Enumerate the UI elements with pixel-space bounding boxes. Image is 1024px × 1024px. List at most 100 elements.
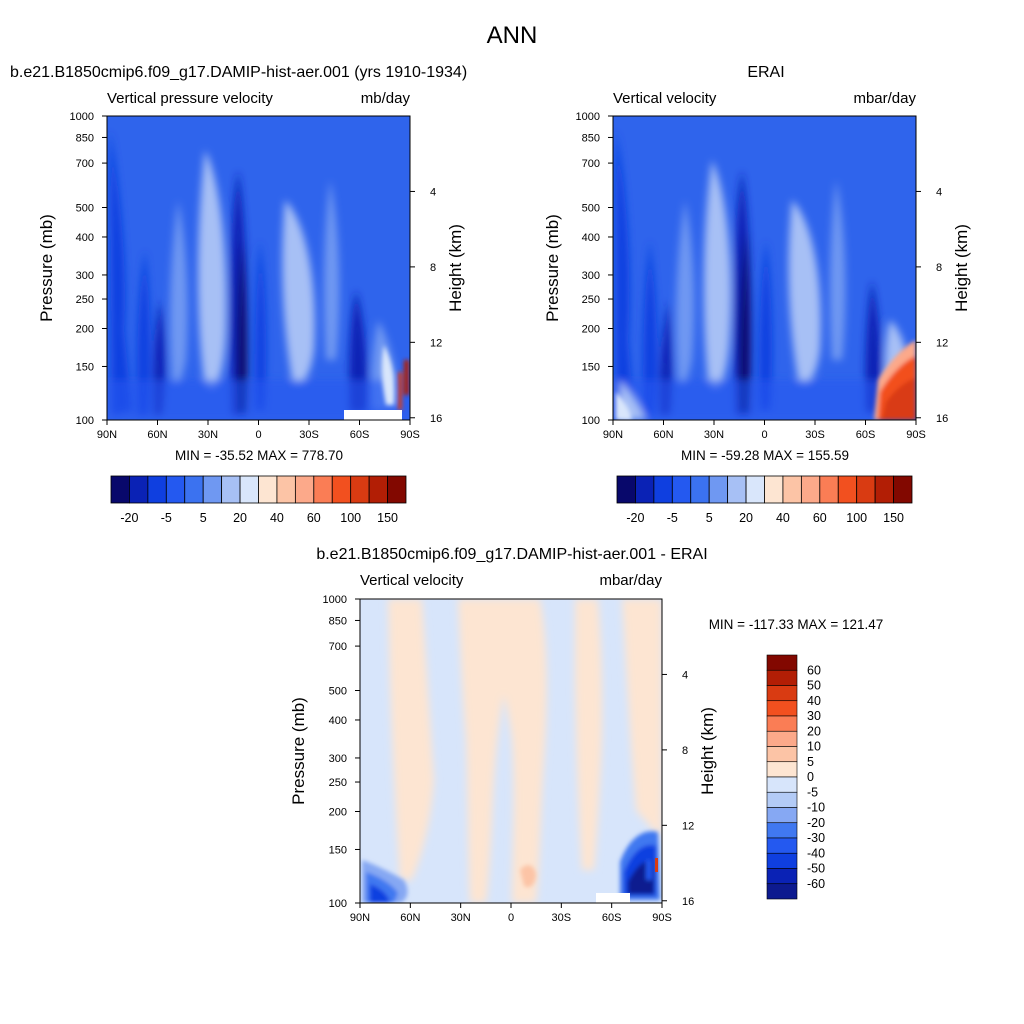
x-tick-label: 30S (552, 912, 572, 924)
colorbar-box (708, 475, 729, 504)
x-tick-label: 60N (653, 429, 673, 441)
colorbar-box (350, 475, 370, 504)
x-tick-label: 90N (97, 429, 117, 441)
colorbar-box (856, 475, 876, 504)
colorbar-label: -40 (807, 846, 825, 860)
y-tick-label: 700 (76, 158, 94, 170)
colorbar-label: -50 (807, 862, 825, 876)
colorbar-box (837, 475, 858, 504)
colorbar-label: 150 (883, 511, 904, 525)
panel-3-minmax: MIN = -117.33 MAX = 121.47 (709, 617, 884, 632)
colorbar-label: 150 (377, 511, 398, 525)
panel-3: b.e21.B1850cmip6.f09_g17.DAMIP-hist-aer.… (289, 546, 883, 924)
colorbar-label: 0 (807, 770, 814, 784)
x-tick-label: 90S (652, 912, 672, 924)
height-tick-label: 4 (936, 186, 942, 198)
colorbar-box (221, 475, 241, 504)
colorbar-box (893, 475, 913, 504)
panel-1-field (107, 116, 410, 420)
colorbar-box (766, 883, 798, 900)
colorbar-box (766, 776, 798, 793)
y-tick-label: 850 (329, 615, 347, 627)
colorbar-box (727, 475, 747, 504)
colorbar-box (129, 475, 149, 504)
y-tick-label: 250 (582, 294, 600, 306)
colorbar-label: 100 (340, 511, 361, 525)
height-tick-label: 8 (682, 745, 688, 757)
colorbar-box (800, 475, 821, 504)
panel-3-y2-label: Height (km) (698, 707, 717, 795)
x-tick-label: 90S (906, 429, 926, 441)
panel-1-y-label: Pressure (mb) (37, 214, 56, 322)
panel-2-minmax: MIN = -59.28 MAX = 155.59 (681, 448, 849, 463)
panel-2-field (613, 116, 916, 420)
colorbar-box (766, 715, 798, 732)
panel-3-y-label: Pressure (mb) (289, 697, 308, 805)
colorbar-box (653, 475, 673, 504)
colorbar-label: -30 (807, 831, 825, 845)
height-tick-label: 16 (682, 896, 694, 908)
colorbar-label: -5 (161, 511, 172, 525)
colorbar-box (766, 822, 798, 839)
colorbar-box (819, 475, 839, 504)
height-tick-label: 12 (682, 820, 694, 832)
colorbar-label: 5 (807, 755, 814, 769)
y-tick-label: 100 (329, 898, 347, 910)
y-tick-label: 250 (329, 777, 347, 789)
x-tick-label: 60N (147, 429, 167, 441)
colorbar-box (165, 475, 186, 504)
y-tick-label: 400 (329, 715, 347, 727)
colorbar-box (874, 475, 894, 504)
y-tick-label: 850 (76, 132, 94, 144)
y-tick-label: 1000 (323, 594, 347, 606)
panel-2-colorbar: -20 -5 5 20 40 60 100 150 (616, 475, 913, 525)
colorbar-label: -20 (120, 511, 138, 525)
panel-3-title: b.e21.B1850cmip6.f09_g17.DAMIP-hist-aer.… (316, 546, 707, 563)
panel-2-y2-label: Height (km) (952, 224, 971, 312)
y-tick-label: 700 (582, 158, 600, 170)
x-tick-label: 60S (350, 429, 370, 441)
panel-2: ERAI Vertical velocity mbar/day (543, 64, 971, 525)
colorbar-label: 40 (807, 694, 821, 708)
colorbar-box (766, 730, 798, 747)
colorbar-box (766, 791, 798, 808)
height-tick-label: 12 (430, 337, 442, 349)
colorbar-box (184, 475, 204, 504)
colorbar-box (387, 475, 407, 504)
colorbar-box (147, 475, 167, 504)
colorbar-label: 5 (706, 511, 713, 525)
colorbar-box (635, 475, 655, 504)
x-tick-label: 30S (299, 429, 319, 441)
y-tick-label: 1000 (70, 111, 94, 123)
x-tick-label: 30S (805, 429, 825, 441)
colorbar-box (671, 475, 692, 504)
colorbar-box (766, 746, 798, 763)
panel-1-title: b.e21.B1850cmip6.f09_g17.DAMIP-hist-aer.… (10, 64, 467, 81)
panel-3-left-label: Vertical velocity (360, 572, 464, 589)
panel-1-y2-label: Height (km) (446, 224, 465, 312)
colorbar-box (616, 475, 636, 504)
colorbar-label: 60 (807, 663, 821, 677)
height-tick-label: 12 (936, 337, 948, 349)
colorbar-box (766, 669, 798, 686)
y-tick-label: 400 (76, 232, 94, 244)
colorbar-label: 60 (307, 511, 321, 525)
y-tick-label: 150 (582, 361, 600, 373)
colorbar-label: -20 (807, 816, 825, 830)
y-tick-label: 100 (582, 415, 600, 427)
panel-2-y-label: Pressure (mb) (543, 214, 562, 322)
x-tick-label: 60S (856, 429, 876, 441)
y-tick-label: 500 (76, 203, 94, 215)
colorbar-box (294, 475, 315, 504)
colorbar-box (766, 685, 798, 702)
y-tick-label: 300 (76, 270, 94, 282)
height-tick-label: 8 (430, 262, 436, 274)
y-tick-label: 150 (329, 844, 347, 856)
colorbar-box (766, 852, 798, 869)
panel-3-field (360, 599, 662, 903)
panel-2-left-label: Vertical velocity (613, 90, 717, 107)
colorbar-label: -5 (667, 511, 678, 525)
panel-3-right-label: mbar/day (599, 572, 662, 589)
colorbar-box (368, 475, 388, 504)
